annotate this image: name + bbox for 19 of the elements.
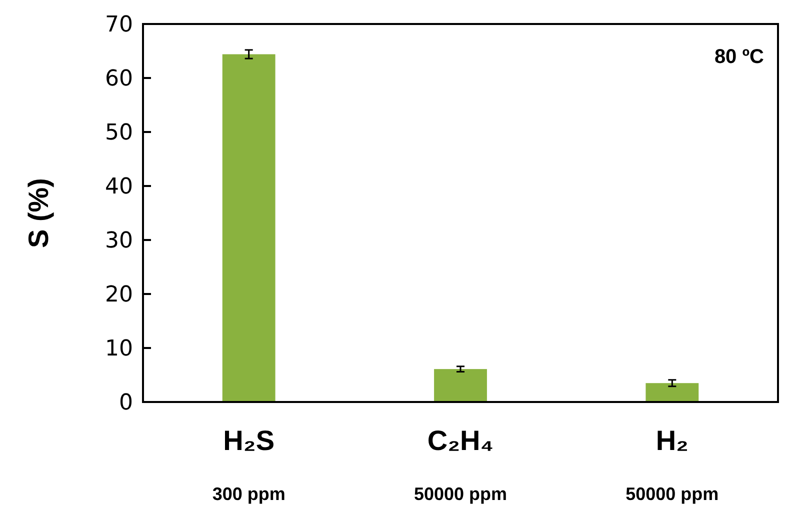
y-tick-label: 0 bbox=[119, 390, 133, 416]
y-tick-label: 30 bbox=[105, 228, 133, 254]
x-tick-label: C₂H₄ bbox=[427, 425, 494, 456]
bar bbox=[646, 383, 699, 402]
text: 300 ppm bbox=[212, 484, 286, 504]
y-tick-label: 50 bbox=[105, 120, 133, 146]
y-axis-title: S (%) bbox=[23, 178, 54, 248]
text: 50000 ppm bbox=[414, 484, 508, 504]
y-tick-label: 10 bbox=[105, 336, 133, 362]
y-tick-label: 70 bbox=[105, 12, 133, 38]
y-tick-label: 20 bbox=[105, 282, 133, 308]
text: 50000 ppm bbox=[626, 484, 719, 504]
y-tick-label: 40 bbox=[105, 174, 133, 200]
annotation: 80 ºC bbox=[714, 46, 764, 68]
x-tick-label: H₂S bbox=[223, 425, 275, 456]
bar bbox=[222, 54, 276, 402]
y-tick-label: 60 bbox=[105, 66, 133, 92]
bar bbox=[434, 369, 487, 402]
x-tick-label: H₂ bbox=[656, 425, 689, 456]
